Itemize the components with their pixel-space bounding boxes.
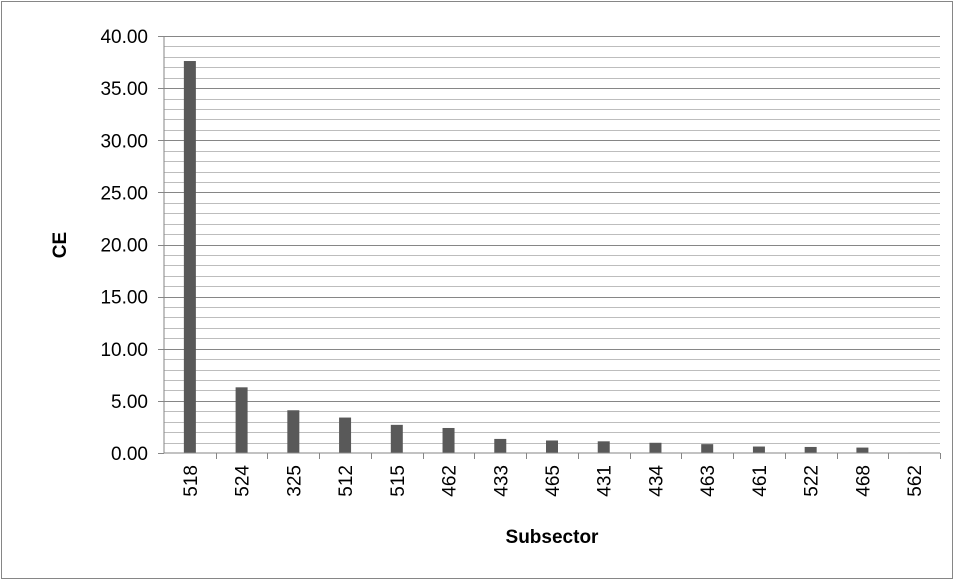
bar-515 [390, 424, 403, 453]
x-tick-label: 518 [181, 465, 202, 497]
y-tick-label: 5.00 [111, 392, 148, 413]
x-tick-label: 325 [284, 465, 305, 497]
bar-465 [546, 440, 558, 453]
x-tick-label: 524 [233, 465, 254, 497]
bar-461 [752, 446, 765, 453]
x-tick-label: 465 [543, 465, 564, 497]
bars [183, 61, 921, 454]
y-axis-title: CE [50, 232, 71, 258]
bar-524 [235, 387, 248, 453]
y-tick-labels: 0.00 5.00 10.00 15.00 20.00 25.00 30.00 35.00 40… [100, 27, 164, 465]
y-tick-label: 30.00 [100, 131, 148, 152]
y-tick-label: 15.00 [100, 288, 148, 309]
bar-434 [649, 442, 662, 453]
x-tick-label: 515 [388, 465, 409, 497]
x-tick-label: 512 [336, 465, 357, 497]
x-tick-labels: 518 524 325 512 515 462 433 465 431 434 463 461 522 4… [181, 453, 941, 497]
y-tick-label: 20.00 [100, 236, 148, 257]
x-tick-label: 431 [595, 465, 616, 497]
bar-462 [442, 427, 455, 453]
gridlines [164, 36, 940, 444]
x-tick-label: 461 [750, 465, 771, 497]
x-tick-label: 462 [440, 465, 461, 497]
bar-433 [494, 438, 507, 453]
bar-325 [287, 410, 300, 453]
y-tick-label: 35.00 [100, 79, 148, 100]
x-tick-label: 522 [802, 465, 823, 497]
x-tick-label: 434 [646, 465, 667, 497]
bar-431 [597, 441, 610, 453]
x-tick-label: 463 [698, 465, 719, 497]
bar-518 [183, 61, 196, 454]
y-tick-label: 25.00 [100, 183, 148, 204]
x-axis-title: Subsector [506, 527, 600, 548]
bar-512 [339, 417, 352, 453]
x-tick-label: 433 [491, 465, 512, 497]
bar-468 [856, 447, 869, 453]
bar-463 [701, 444, 714, 453]
y-tick-label: 10.00 [100, 340, 148, 361]
y-tick-label: 40.00 [100, 27, 148, 48]
bar-522 [804, 446, 817, 453]
axes [163, 36, 940, 454]
x-tick-label: 468 [853, 465, 874, 497]
y-tick-label: 0.00 [111, 444, 148, 465]
x-tick-label: 562 [905, 465, 926, 497]
